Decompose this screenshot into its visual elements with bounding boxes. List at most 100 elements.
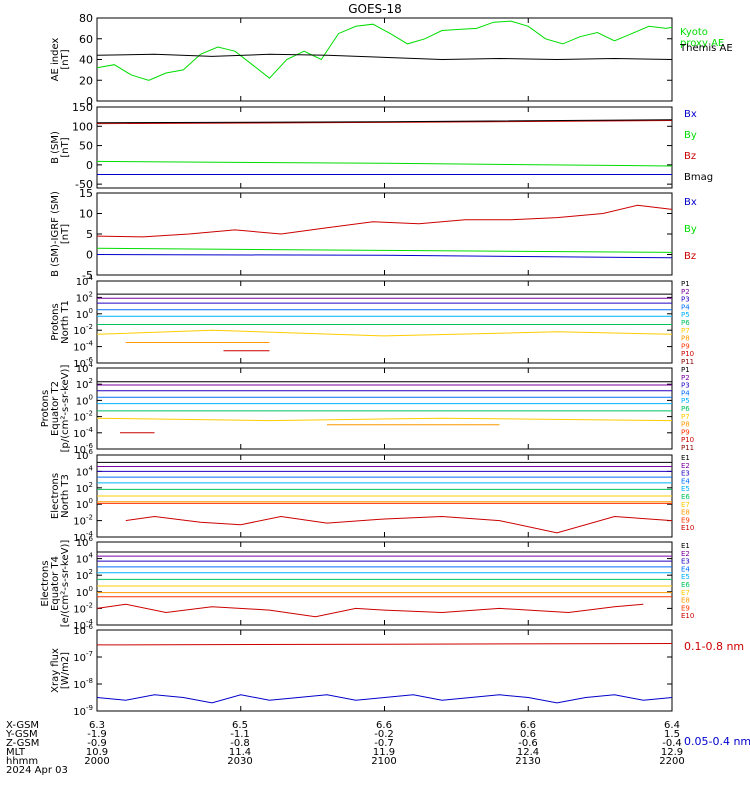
legend-protons_t1-p4: P4: [681, 303, 690, 311]
ytick-label-protons_t1: 10-2: [73, 323, 93, 337]
legend-protons_t1-p1: P1: [681, 280, 690, 288]
ylabel-xray: Xray flux: [50, 648, 61, 693]
ytick-label-protons_t2: 104: [76, 361, 94, 375]
legend-protons_t1-p6: P6: [681, 319, 690, 327]
footer-value: 2000: [84, 756, 109, 767]
ylabel-ae: AE index: [50, 38, 61, 82]
footer-value: 11.4: [229, 747, 251, 758]
ytick-label-bigrf: 5: [86, 228, 93, 241]
footer-value: 0.6: [520, 729, 536, 740]
ytick-label-bsm: 150: [72, 101, 93, 114]
legend-protons_t2-p11: P11: [681, 444, 694, 452]
legend-ae-kyoto-proxy-ae: Kyoto: [680, 27, 708, 38]
ylabel-protons_t2: [p/(cm²-s-sr-keV)]: [60, 365, 71, 453]
footer-row-label: Z-GSM: [6, 738, 39, 749]
legend-electrons_t3-e1: E1: [681, 454, 690, 462]
series-line-xray-0-05-0-4-nm: [96, 694, 673, 704]
ytick-label-bsm: 100: [72, 120, 93, 133]
ytick-label-electrons_t3: 100: [76, 497, 93, 511]
footer-value: -0.8: [230, 738, 250, 749]
ytick-label-bigrf: 15: [79, 187, 93, 200]
ytick-label-electrons_t4: 10-4: [73, 618, 93, 632]
legend-electrons_t3-e6: E6: [681, 493, 690, 501]
footer-value: 6.3: [89, 720, 105, 731]
footer-value: 6.6: [376, 720, 392, 731]
ytick-label-protons_t2: 10-6: [73, 442, 93, 456]
series-line-bigrf-bz: [96, 204, 673, 238]
footer-value: -0.7: [374, 738, 394, 749]
ytick-label-protons_t1: 10-6: [73, 356, 93, 370]
legend-protons_t1-p9: P9: [681, 342, 690, 350]
footer-value: 2130: [515, 756, 540, 767]
footer-value: 2200: [659, 756, 684, 767]
series-line-bigrf-by: [96, 247, 673, 253]
legend-bigrf-bz: Bz: [684, 251, 696, 262]
footer-value: -1.9: [87, 729, 107, 740]
ytick-label-ae: 40: [79, 54, 93, 67]
footer-value: 2030: [227, 756, 252, 767]
legend-bsm-bz: Bz: [684, 151, 696, 162]
series-line-bsm-by: [96, 160, 673, 167]
legend-xray-0-1-0-8-nm: 0.1-0.8 nm: [684, 640, 744, 653]
ytick-label-electrons_t3: 10-2: [73, 514, 93, 528]
legend-electrons_t4-e7: E7: [681, 589, 690, 597]
ylabel-electrons_t3: North T3: [60, 474, 71, 518]
series-line-bsm-bz: [96, 120, 673, 125]
series-line-ae-themis-ae: [96, 53, 673, 61]
ytick-label-protons_t1: 102: [76, 290, 93, 304]
ytick-label-protons_t1: 100: [76, 307, 93, 321]
footer-value: 6.5: [232, 720, 248, 731]
legend-protons_t1-p5: P5: [681, 311, 690, 319]
legend-electrons_t4-e8: E8: [681, 597, 690, 605]
legend-electrons_t4-e3: E3: [681, 558, 690, 566]
footer-value: -1.1: [230, 729, 250, 740]
ytick-label-xray: 10-7: [73, 650, 93, 664]
ytick-label-bsm: 0: [86, 159, 93, 172]
legend-electrons_t3-e2: E2: [681, 462, 690, 470]
series-line-electrons_t4-e10: [96, 603, 644, 618]
footer-value: 10.9: [86, 747, 108, 758]
legend-electrons_t3-e4: E4: [681, 477, 690, 485]
ytick-label-bigrf: -5: [82, 269, 93, 282]
series-line-protons_t1-p7: [96, 329, 673, 337]
footer-value: 11.9: [373, 747, 395, 758]
panel-frame-bsm: [96, 106, 673, 189]
ylabel-electrons_t4: [e/(cm²-s-sr-keV)]: [60, 540, 71, 628]
legend-electrons_t4-e9: E9: [681, 604, 690, 612]
legend-electrons_t4-e4: E4: [681, 565, 690, 573]
legend-electrons_t4-e2: E2: [681, 550, 690, 558]
series-line-bigrf-bx: [96, 254, 673, 259]
legend-protons_t2-p2: P2: [681, 374, 690, 382]
ytick-label-protons_t2: 10-4: [73, 426, 93, 440]
legend-protons_t2-p4: P4: [681, 389, 690, 397]
legend-protons_t1-p11: P11: [681, 358, 694, 366]
ytick-label-ae: 20: [79, 74, 93, 87]
ytick-label-bigrf: 10: [79, 208, 93, 221]
legend-ae-kyoto-proxy-ae: proxy AE: [680, 38, 724, 49]
ytick-label-protons_t1: 10-4: [73, 340, 93, 354]
legend-protons_t2-p6: P6: [681, 405, 690, 413]
ytick-label-electrons_t3: 106: [76, 448, 94, 462]
footer-value: -0.9: [87, 738, 107, 749]
legend-electrons_t3-e8: E8: [681, 509, 690, 517]
legend-electrons_t3-e10: E10: [681, 524, 694, 532]
ytick-label-protons_t2: 102: [76, 377, 93, 391]
ylabel-bsm: B (SM): [50, 131, 61, 164]
legend-protons_t2-p3: P3: [681, 382, 690, 390]
ytick-label-bsm: -50: [75, 178, 93, 191]
legend-ae-themis-ae: Themis AE: [679, 43, 733, 54]
legend-electrons_t3-e5: E5: [681, 485, 690, 493]
legend-protons_t2-p1: P1: [681, 366, 690, 374]
ylabel-protons_t2: Equator T2: [50, 381, 61, 436]
footer-row-label: X-GSM: [6, 720, 39, 731]
legend-bsm-bx: Bx: [684, 109, 697, 120]
ytick-label-bigrf: 0: [86, 249, 93, 262]
legend-electrons_t4-e5: E5: [681, 573, 690, 581]
ytick-label-electrons_t4: 106: [76, 535, 94, 549]
footer-row-label: Y-GSM: [5, 729, 38, 740]
footer-row-label: 2024 Apr 03: [6, 765, 68, 776]
ylabel-xray: [W/m2]: [60, 652, 71, 689]
ytick-label-ae: 80: [79, 12, 93, 25]
